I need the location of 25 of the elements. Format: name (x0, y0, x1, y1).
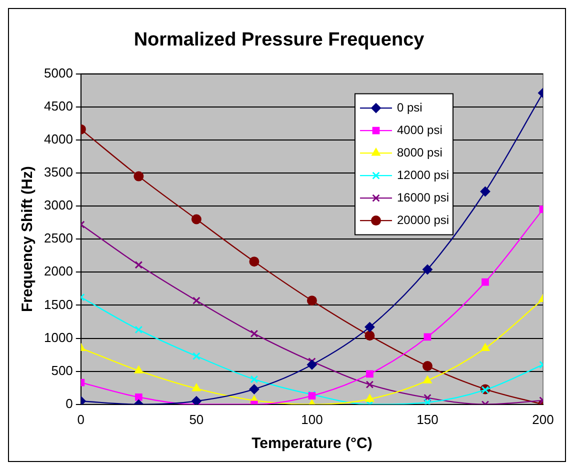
y-tick-label: 4000 (44, 132, 73, 146)
chart-title: Normalized Pressure Frequency (134, 30, 425, 51)
y-axis-title: Frequency Shift (Hz) (19, 166, 36, 312)
x-tick-label: 0 (77, 412, 85, 427)
legend-label: 12000 psi (397, 168, 450, 182)
x-axis-title: Temperature (°C) (252, 435, 372, 452)
x-tick-label: 100 (301, 412, 323, 427)
y-tick-label: 2500 (44, 230, 73, 246)
y-tick-label: 500 (51, 362, 73, 378)
legend-label: 8000 psi (397, 145, 442, 160)
y-tick-label: 0 (66, 396, 73, 411)
legend-label: 4000 psi (397, 122, 442, 137)
y-tick-label: 4500 (44, 98, 73, 114)
legend-label: 16000 psi (397, 190, 450, 204)
y-tick-label: 5000 (44, 65, 73, 80)
x-tick-label: 150 (416, 412, 438, 427)
legend-label: 20000 psi (397, 212, 450, 227)
y-tick-label: 1000 (44, 330, 73, 345)
y-tick-label: 2000 (44, 264, 73, 279)
y-tick-label: 3000 (44, 198, 73, 213)
y-tick-label: 1500 (44, 296, 73, 312)
y-tick-label: 3500 (44, 164, 73, 180)
legend-label: 0 psi (397, 100, 422, 114)
x-tick-label: 200 (532, 412, 554, 427)
x-tick-label: 50 (189, 412, 204, 427)
